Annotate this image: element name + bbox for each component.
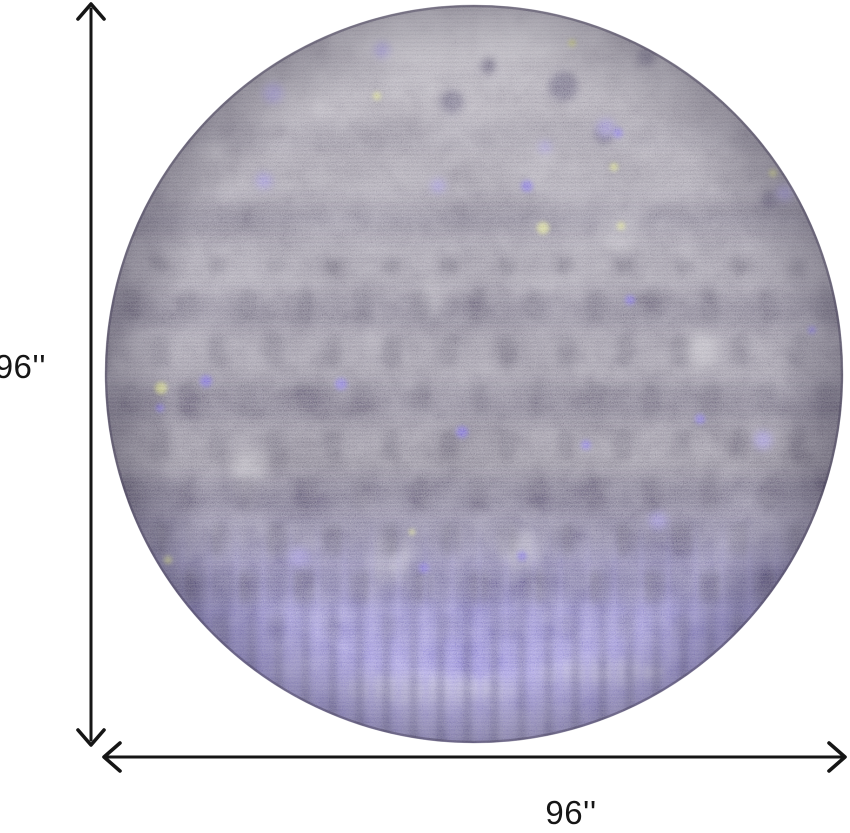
rug-vignette bbox=[105, 5, 843, 743]
rug-image bbox=[104, 4, 844, 744]
width-arrow bbox=[102, 741, 847, 773]
height-label: 96'' bbox=[0, 348, 46, 385]
height-arrow bbox=[76, 2, 106, 747]
height-dimension: 96'' bbox=[0, 2, 106, 747]
arrow-up-icon bbox=[76, 2, 106, 21]
width-label: 96'' bbox=[545, 794, 596, 828]
arrow-right-icon bbox=[827, 741, 847, 773]
arrow-down-icon bbox=[76, 728, 106, 747]
width-dimension: 96'' bbox=[102, 741, 847, 831]
arrow-left-icon bbox=[102, 741, 122, 773]
rug-edge-ring bbox=[104, 4, 844, 744]
